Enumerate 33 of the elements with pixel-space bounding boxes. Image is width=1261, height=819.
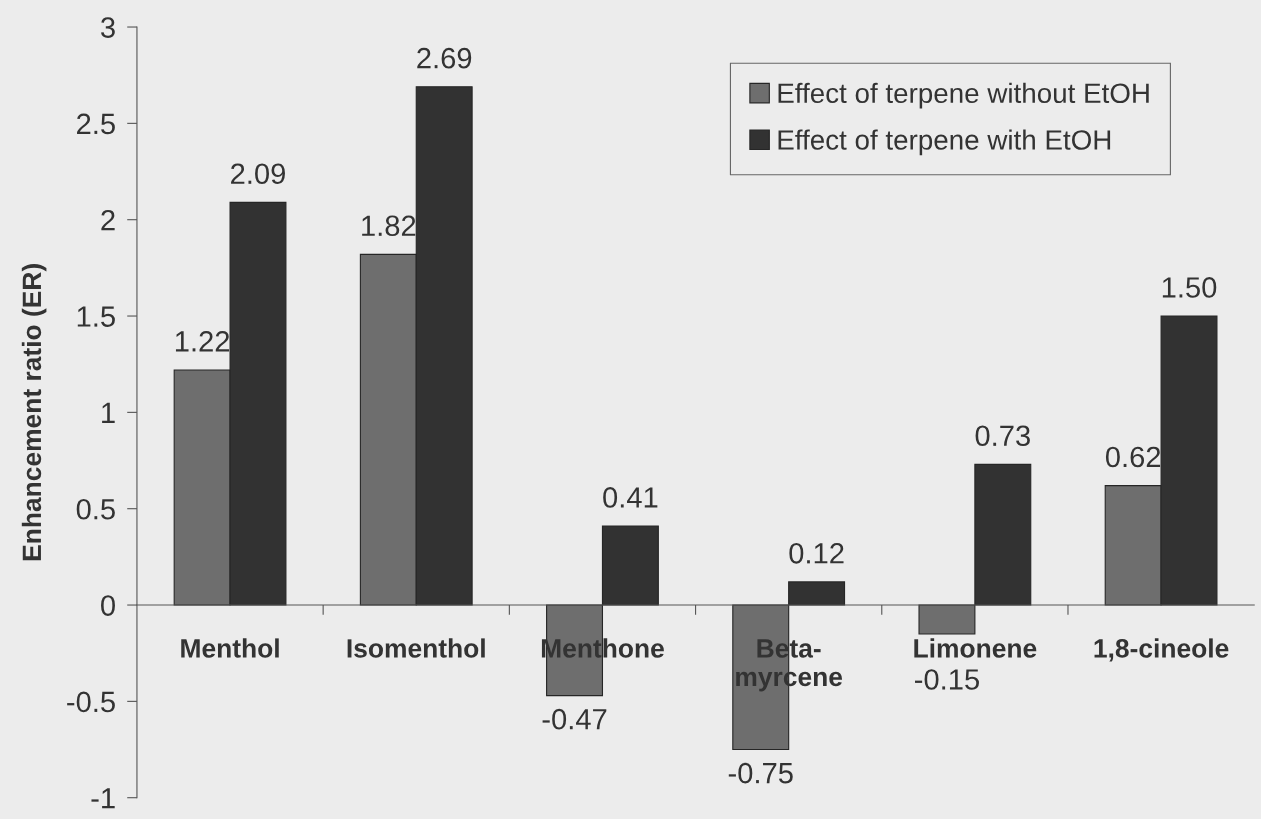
x-tick-label: 1,8-cineole — [1094, 638, 1229, 662]
data-label: 0.73 — [975, 425, 1030, 447]
bar — [601, 525, 659, 606]
y-tick-label: -0.5 — [67, 691, 115, 713]
bar — [918, 604, 976, 635]
y-tick-label: -1 — [91, 788, 115, 809]
x-tick-label: Limonene — [914, 638, 1037, 658]
data-label: -0.15 — [915, 669, 979, 690]
data-label: 2.69 — [417, 47, 472, 69]
x-tick-label: Isomenthol — [347, 638, 485, 658]
data-label: 2.09 — [231, 163, 285, 185]
data-label: 1.50 — [1162, 277, 1217, 298]
bar — [788, 581, 846, 606]
y-tick-label: 1.5 — [77, 306, 115, 327]
legend-label: Effect of terpene with EtOH — [778, 129, 1111, 156]
data-label: -0.75 — [728, 762, 793, 784]
data-label: 0.12 — [789, 543, 844, 564]
data-label: 0.41 — [603, 487, 658, 508]
data-label: 1.22 — [175, 331, 230, 352]
y-tick-label: 0 — [101, 595, 115, 616]
legend-label: Effect of terpene without EtOH — [778, 82, 1149, 109]
x-tick-label: Beta- myrcene — [736, 639, 843, 692]
bar — [974, 463, 1032, 606]
data-label: 1.82 — [362, 215, 416, 237]
data-label: 0.62 — [1105, 446, 1161, 468]
y-tick-label: 0.5 — [76, 498, 115, 520]
x-tick-label: Menthol — [181, 638, 279, 658]
y-tick-label: 2 — [101, 209, 115, 231]
y-tick-label: 2.5 — [77, 113, 115, 135]
data-label: -0.47 — [542, 708, 607, 730]
y-axis-title: Enhancement ratio (ER) — [21, 264, 47, 561]
y-tick-label: 3 — [101, 17, 115, 38]
y-tick-label: 1 — [102, 402, 115, 423]
